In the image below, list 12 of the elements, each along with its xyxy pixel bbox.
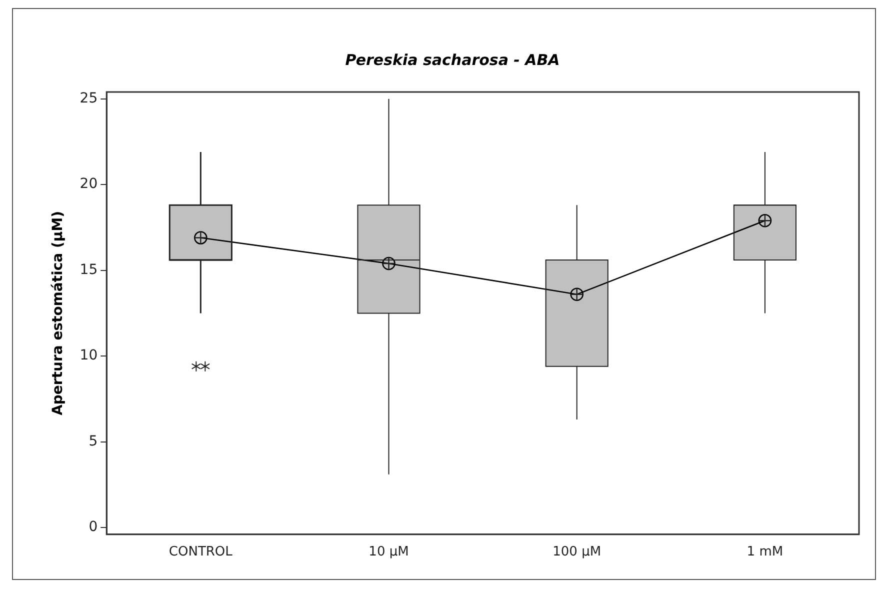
x-tick-label: CONTROL [168, 544, 234, 560]
x-tick-label: 10 µM [368, 544, 409, 560]
x-tick-label: 1 mM [746, 544, 784, 560]
chart-title: Pereskia sacharosa - ABA [345, 50, 560, 69]
y-tick-label: 0 [88, 519, 98, 536]
y-axis-title: Apertura estomática (µM) [50, 210, 66, 416]
y-tick-label: 20 [80, 176, 98, 192]
y-tick-label: 5 [88, 433, 98, 450]
y-tick-label: 10 [80, 348, 98, 364]
y-tick-label: 15 [80, 262, 98, 278]
x-tick-label: 100 µM [552, 544, 602, 560]
y-tick-label: 25 [80, 90, 98, 106]
